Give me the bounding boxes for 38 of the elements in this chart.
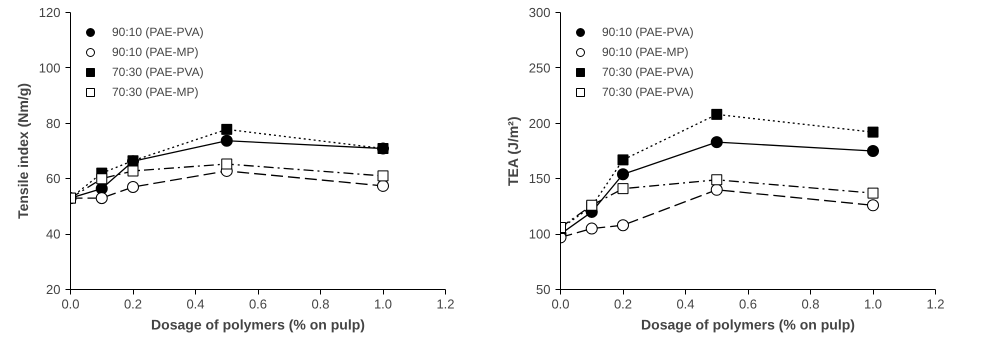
legend-label: 70:30 (PAE-PVA) bbox=[602, 65, 694, 79]
legend-label: 70:30 (PAE-MP) bbox=[112, 85, 198, 99]
x-tick-label: 0.0 bbox=[551, 296, 570, 312]
y-axis-title: TEA (J/m²) bbox=[504, 116, 521, 186]
y-tick-label: 80 bbox=[46, 116, 61, 131]
y-tick-label: 100 bbox=[528, 226, 551, 242]
legend-label: 70:30 (PAE-PVA) bbox=[112, 65, 204, 79]
x-axis-title: Dosage of polymers (% on pulp) bbox=[641, 316, 855, 332]
y-tick-label: 300 bbox=[528, 5, 551, 20]
y-axis-title: Tensile index (Nm/g) bbox=[14, 83, 31, 219]
legend-label: 90:10 (PAE-MP) bbox=[602, 45, 688, 59]
x-tick-label: 0.8 bbox=[801, 296, 820, 312]
x-tick-label: 0.6 bbox=[248, 296, 268, 312]
legend-label: 90:10 (PAE-MP) bbox=[112, 45, 198, 59]
x-tick-label: 1.2 bbox=[436, 296, 455, 312]
x-axis-title: Dosage of polymers (% on pulp) bbox=[151, 316, 365, 332]
x-tick-label: 1.2 bbox=[926, 296, 945, 312]
y-tick-label: 20 bbox=[46, 282, 61, 297]
x-tick-label: 0.4 bbox=[186, 296, 205, 312]
x-tick-label: 0.2 bbox=[614, 296, 632, 312]
legend-label: 90:10 (PAE-PVA) bbox=[602, 25, 694, 39]
x-tick-label: 0.6 bbox=[738, 296, 758, 312]
legend-label: 70:30 (PAE-PVA) bbox=[602, 85, 694, 99]
x-tick-label: 0.8 bbox=[311, 296, 330, 312]
x-tick-label: 0.2 bbox=[124, 296, 142, 312]
y-tick-label: 120 bbox=[38, 5, 61, 20]
x-tick-label: 1.0 bbox=[864, 296, 882, 312]
x-tick-label: 0.4 bbox=[676, 296, 695, 312]
x-tick-label: 1.0 bbox=[374, 296, 392, 312]
y-tick-label: 250 bbox=[528, 60, 551, 76]
y-tick-label: 40 bbox=[46, 226, 61, 242]
legend-label: 90:10 (PAE-PVA) bbox=[112, 25, 204, 39]
y-tick-label: 50 bbox=[536, 282, 551, 297]
y-tick-label: 150 bbox=[528, 171, 551, 186]
y-tick-label: 60 bbox=[46, 171, 61, 186]
x-tick-label: 0.0 bbox=[61, 296, 80, 312]
y-tick-label: 100 bbox=[38, 60, 61, 76]
y-tick-label: 200 bbox=[528, 116, 551, 131]
